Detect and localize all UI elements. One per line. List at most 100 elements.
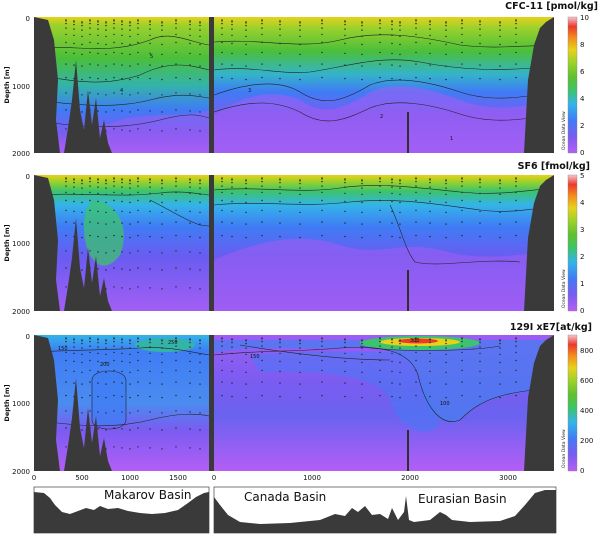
station-sample-dot [105, 340, 107, 342]
station-sample-dot [199, 448, 201, 450]
station-sample-dot [461, 178, 463, 180]
station-sample-dot [221, 191, 223, 194]
station-sample-dot [161, 130, 163, 132]
station-sample-dot [73, 346, 75, 348]
station-sample-dot [379, 234, 381, 237]
station-sample-dot [175, 178, 177, 180]
station-sample-dot [399, 361, 401, 364]
station-sample-dot [261, 41, 263, 44]
station-sample-dot [137, 446, 139, 448]
station-sample-dot [429, 200, 431, 203]
station-sample-dot [121, 28, 123, 30]
contour-label: 200 [100, 362, 110, 368]
y-tick: 2000 [12, 308, 30, 316]
station-sample-dot [113, 199, 115, 202]
station-sample-dot [245, 353, 247, 356]
station-sample-dot [429, 34, 431, 37]
station-sample-dot [279, 23, 281, 26]
station-sample-dot [175, 128, 177, 130]
station-sample-dot [175, 209, 177, 212]
station-sample-dot [149, 42, 151, 45]
station-sample-dot [129, 269, 131, 271]
station-sample-dot [81, 429, 83, 431]
station-sample-dot [321, 345, 323, 347]
station-sample-dot [399, 342, 401, 345]
station-sample-dot [279, 222, 281, 224]
station-sample-dot [445, 340, 447, 342]
station-sample-dot [344, 28, 346, 30]
station-sample-dot [499, 65, 501, 67]
station-sample-dot [479, 179, 481, 181]
station-sample-dot [129, 182, 131, 185]
station-sample-dot [175, 410, 177, 412]
station-sample-dot [199, 29, 201, 31]
station-sample-dot [299, 43, 301, 46]
station-sample-dot [245, 24, 247, 27]
station-sample-dot [199, 43, 201, 46]
panel-cfc11: CFC-11 [pmol/kg] Depth [m] 0 1000 2000 5… [3, 1, 598, 158]
station-sample-dot [113, 92, 115, 94]
station-sample-dot [344, 52, 346, 55]
station-sample-dot [137, 345, 139, 347]
station-sample-dot [299, 383, 301, 385]
station-sample-dot [321, 20, 323, 22]
station-sample-dot [65, 191, 67, 194]
station-sample-dot [149, 192, 151, 195]
station-sample-dot [161, 24, 163, 27]
station-sample-dot [149, 382, 151, 384]
station-sample-dot [129, 371, 131, 374]
station-sample-dot [81, 353, 83, 356]
station-sample-dot [105, 201, 107, 204]
station-sample-dot [129, 94, 131, 96]
station-sample-dot [149, 235, 151, 238]
station-sample-dot [429, 222, 431, 224]
station-sample-dot [415, 22, 417, 25]
station-sample-dot [415, 185, 417, 187]
station-sample-dot [429, 192, 431, 195]
station-sample-dot [129, 412, 131, 414]
station-sample-dot [429, 179, 431, 181]
station-sample-dot [231, 370, 233, 373]
station-sample-dot [97, 346, 99, 348]
station-sample-dot [121, 23, 123, 26]
station-sample-dot [344, 23, 346, 26]
station-sample-dot [149, 411, 151, 413]
station-sample-dot [231, 186, 233, 188]
station-sample-dot [399, 347, 401, 349]
panel-sf6: SF6 [fmol/kg] Depth [m] 0 1000 2000 5 4 … [3, 161, 590, 316]
station-sample-dot [231, 28, 233, 30]
station-sample-dot [461, 345, 463, 347]
station-sample-dot [499, 396, 501, 399]
station-sample-dot [279, 77, 281, 80]
x-tick: 1000 [303, 474, 321, 482]
station-sample-dot [113, 33, 115, 36]
station-sample-dot [149, 346, 151, 348]
station-sample-dot [97, 186, 99, 188]
station-sample-dot [189, 370, 191, 373]
station-sample-dot [279, 179, 281, 181]
station-sample-dot [261, 234, 263, 237]
y-tick: 0 [26, 15, 30, 23]
station-sample-dot [461, 351, 463, 354]
station-sample-dot [81, 29, 83, 31]
station-sample-dot [137, 33, 139, 36]
station-sample-dot [81, 65, 83, 67]
station-sample-dot [121, 42, 123, 45]
station-sample-dot [299, 53, 301, 56]
station-sample-dot [361, 396, 363, 399]
station-sample-dot [261, 340, 263, 343]
station-sample-dot [445, 65, 447, 67]
station-sample-dot [344, 382, 346, 384]
station-sample-dot [479, 52, 481, 55]
station-sample-dot [461, 180, 463, 183]
station-sample-dot [199, 361, 201, 364]
station-sample-dot [81, 24, 83, 27]
station-sample-dot [89, 199, 91, 202]
station-sample-dot [175, 345, 177, 347]
station-sample-dot [121, 382, 123, 384]
station-sample-dot [499, 187, 501, 189]
station-sample-dot [129, 65, 131, 67]
station-sample-dot [149, 110, 151, 112]
station-sample-dot [189, 268, 191, 270]
station-sample-dot [199, 223, 201, 225]
